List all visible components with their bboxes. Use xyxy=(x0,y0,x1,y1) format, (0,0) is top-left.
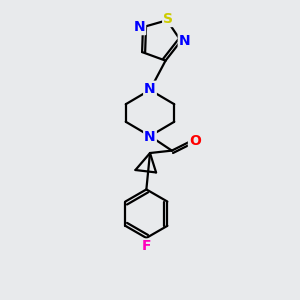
Text: O: O xyxy=(189,134,201,148)
Text: N: N xyxy=(144,130,156,144)
Text: F: F xyxy=(142,239,151,254)
Text: N: N xyxy=(144,82,156,96)
Text: N: N xyxy=(179,34,190,48)
Text: N: N xyxy=(134,20,145,34)
Text: S: S xyxy=(163,12,173,26)
